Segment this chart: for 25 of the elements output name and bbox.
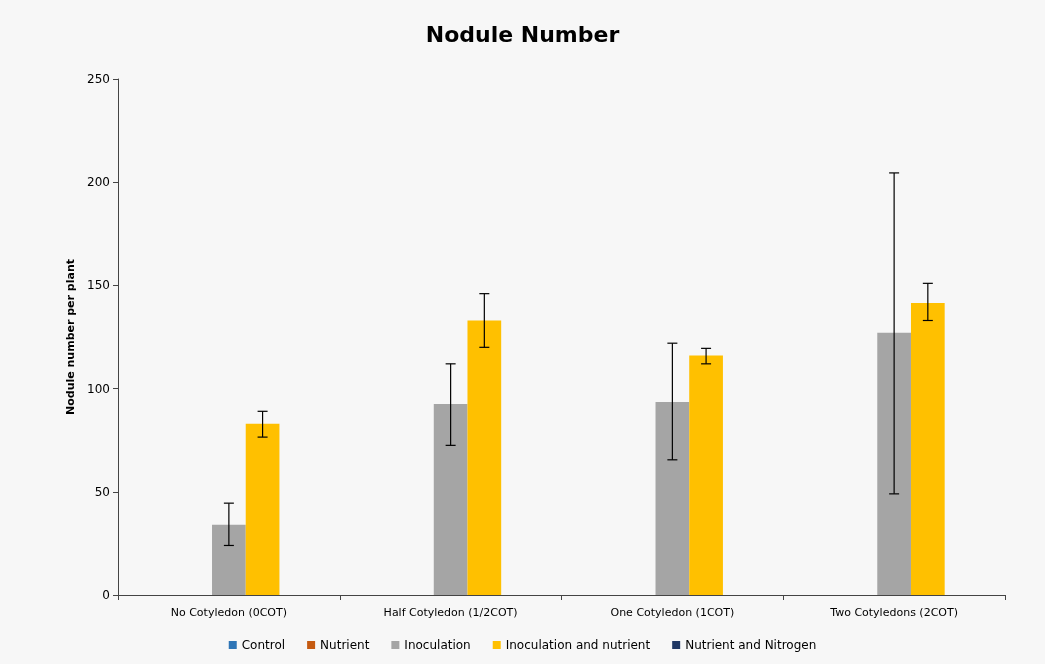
chart-title: Nodule Number bbox=[425, 21, 620, 47]
y-tick-label: 0 bbox=[102, 588, 110, 602]
x-tick-label: Two Cotyledons (2COT) bbox=[829, 606, 958, 619]
legend-label: Inoculation bbox=[404, 638, 471, 652]
x-tick-label: No Cotyledon (0COT) bbox=[170, 606, 288, 619]
y-tick-label: 100 bbox=[87, 381, 110, 396]
y-tick-label: 250 bbox=[87, 72, 110, 86]
bar bbox=[689, 355, 723, 595]
bar bbox=[433, 404, 468, 595]
legend-label: Inoculation and nutrient bbox=[505, 638, 651, 652]
y-tick-label: 200 bbox=[87, 175, 110, 190]
x-tick-label: Half Cotyledon (1/2COT) bbox=[383, 606, 518, 619]
legend-label: Nutrient bbox=[320, 638, 370, 652]
y-tick-label: 50 bbox=[94, 484, 110, 499]
bar bbox=[245, 423, 280, 595]
bar bbox=[467, 320, 502, 595]
legend-label: Control bbox=[241, 638, 286, 652]
x-tick-label: One Cotyledon (1COT) bbox=[610, 606, 735, 619]
bar bbox=[910, 302, 945, 595]
y-axis-title: Nodule number per plant bbox=[64, 259, 78, 415]
y-tick-label: 150 bbox=[87, 278, 110, 293]
bar bbox=[212, 524, 246, 595]
legend-label: Nutrient and Nitrogen bbox=[685, 638, 817, 652]
bar bbox=[877, 332, 911, 595]
bar bbox=[655, 402, 690, 595]
